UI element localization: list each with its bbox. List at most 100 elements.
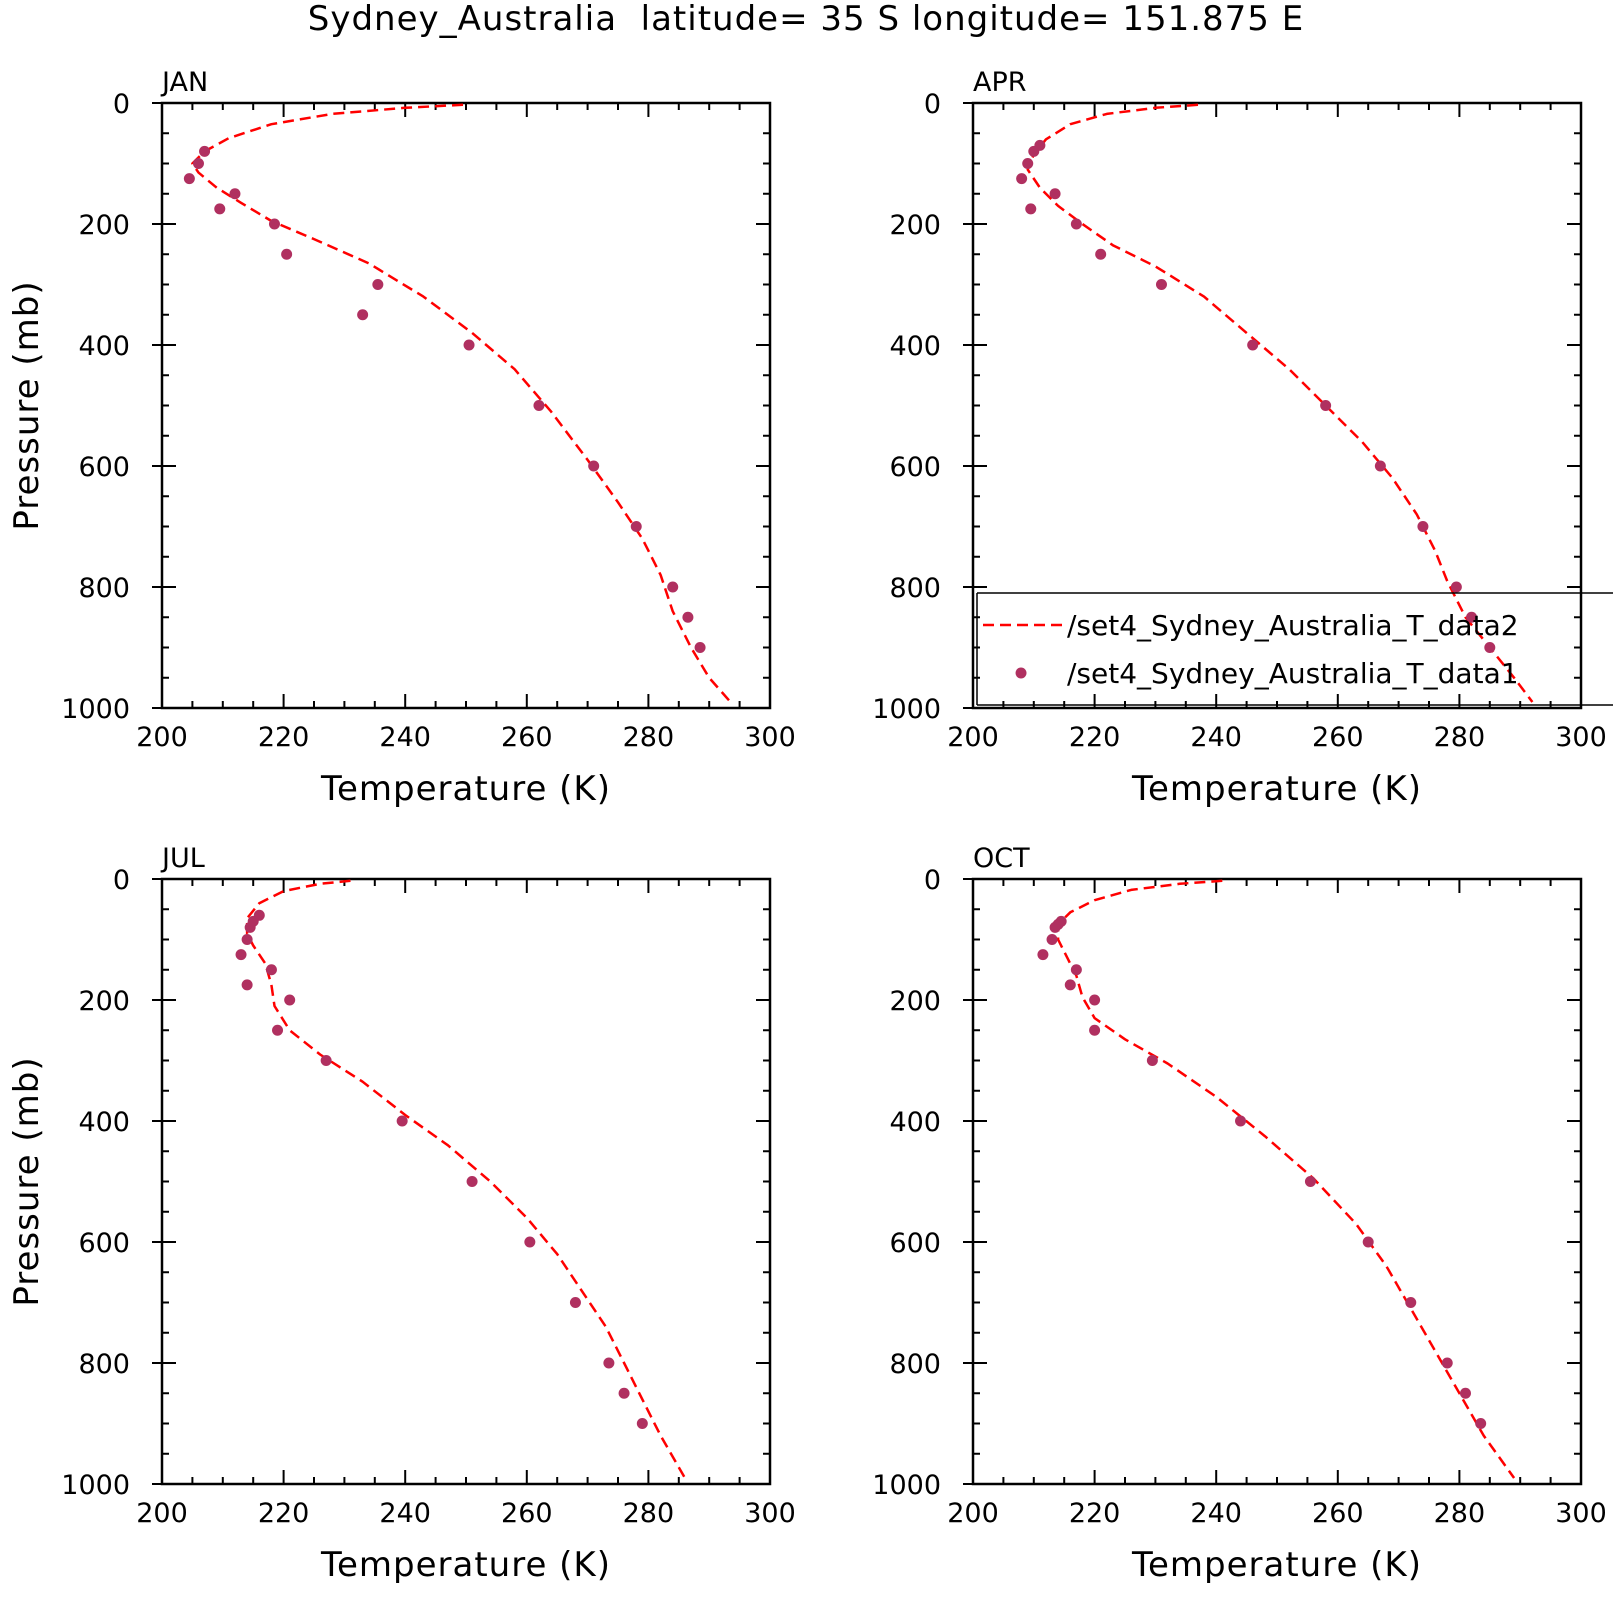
x-axis-label: Temperature (K) [320,769,611,809]
y-tick-label: 400 [889,1107,941,1138]
observation-point [682,611,694,623]
observation-point [1089,1024,1101,1036]
observation-point [569,1297,581,1308]
observation-point [533,400,545,411]
y-tick-label: 0 [113,865,130,896]
observation-point [357,309,369,321]
observation-point [1022,158,1034,169]
observation-point [1095,248,1107,260]
observation-point [1466,611,1478,623]
legend: /set4_Sydney_Australia_T_data2/set4_Sydn… [976,592,1613,706]
x-tick-label: 280 [623,722,675,753]
plot-data [235,879,686,1479]
observation-point [1025,203,1037,215]
panel-apr: APR 200 220 240 260 280 300 0 200 400 600 800 1000 Te… [872,67,1613,809]
y-tick-label: 0 [113,89,130,120]
observation-point [1362,1236,1374,1248]
observation-point [265,964,277,976]
observation-point [1450,581,1462,593]
y-tick-label: 200 [78,986,130,1017]
observation-point [320,1055,332,1066]
observation-point [1046,934,1058,945]
plot-data [183,103,732,703]
observation-point [229,188,241,200]
temperature-profile-line [1056,879,1516,1479]
observation-point [1089,994,1101,1006]
observation-point [636,1418,648,1429]
legend-entry-label: /set4_Sydney_Australia_T_data2 [1067,609,1519,642]
panel-jan: JAN 200 220 240 260 280 300 0 200 400 600 800 1000 Te… [7,67,796,809]
panel-label: JAN [160,67,208,98]
plot-frame [160,877,772,1486]
x-tick-label: 200 [947,722,999,753]
y-tick-label: 400 [78,1107,130,1138]
x-tick-label: 260 [1312,722,1364,753]
observation-point [272,1024,284,1036]
x-tick-label: 240 [379,722,431,753]
y-axis-label: Pressure (mb) [7,280,47,530]
observation-point [1028,145,1040,157]
observation-point [268,218,280,230]
observation-point [463,339,475,351]
observation-point [192,158,204,169]
y-tick-label: 0 [924,89,941,120]
y-tick-label: 400 [889,331,941,362]
observation-point [466,1176,478,1187]
x-tick-label: 220 [258,1498,310,1529]
observation-point [618,1387,630,1399]
x-tick-label: 200 [947,1498,999,1529]
y-tick-label: 800 [78,1349,130,1380]
observation-point [235,949,247,961]
temperature-profile-line [191,103,732,703]
y-tick-label: 0 [924,865,941,896]
observation-point [1049,188,1061,200]
plot-data [1016,103,1534,703]
legend-marker-symbol [1015,667,1027,679]
x-tick-label: 280 [623,1498,675,1529]
observation-point [1049,921,1061,933]
x-tick-label: 300 [1555,1498,1607,1529]
x-tick-label: 280 [1434,722,1486,753]
temperature-profile-line [245,879,686,1479]
observation-point [1070,218,1082,230]
y-tick-label: 1000 [61,1470,130,1501]
observation-point [214,203,226,215]
observation-point [524,1236,536,1248]
observation-point [1320,400,1332,411]
y-tick-label: 400 [78,331,130,362]
observation-point [1037,949,1049,961]
panel-label: APR [973,67,1027,98]
observation-point [396,1115,408,1127]
observation-point [372,279,384,290]
observation-point [241,934,253,945]
observation-point [1484,642,1496,653]
observation-point [1417,521,1429,532]
plot-frame [971,877,1583,1486]
x-axis-label: Temperature (K) [1131,1545,1422,1585]
observation-point [1459,1387,1471,1399]
y-tick-label: 600 [78,452,130,483]
observation-point [603,1357,615,1369]
observation-point [1405,1297,1417,1308]
y-axis-label: Pressure (mb) [7,1056,47,1306]
x-tick-label: 200 [136,1498,188,1529]
y-tick-label: 200 [78,210,130,241]
y-tick-label: 600 [889,1228,941,1259]
observation-point [1016,173,1028,185]
x-tick-label: 260 [1312,1498,1364,1529]
observation-point [1155,279,1167,290]
x-tick-label: 260 [501,722,553,753]
panel-label: JUL [160,843,205,874]
y-tick-label: 800 [889,573,941,604]
figure-title: Sydney_Australia latitude= 35 S longitud… [308,0,1304,39]
observation-point [1064,979,1076,991]
y-tick-label: 1000 [872,694,941,725]
observation-point [588,460,600,472]
y-tick-label: 600 [889,452,941,483]
x-tick-label: 300 [744,1498,796,1529]
plot-frame [160,101,772,710]
observation-point [281,248,293,260]
x-tick-label: 220 [1069,1498,1121,1529]
x-tick-label: 260 [501,1498,553,1529]
